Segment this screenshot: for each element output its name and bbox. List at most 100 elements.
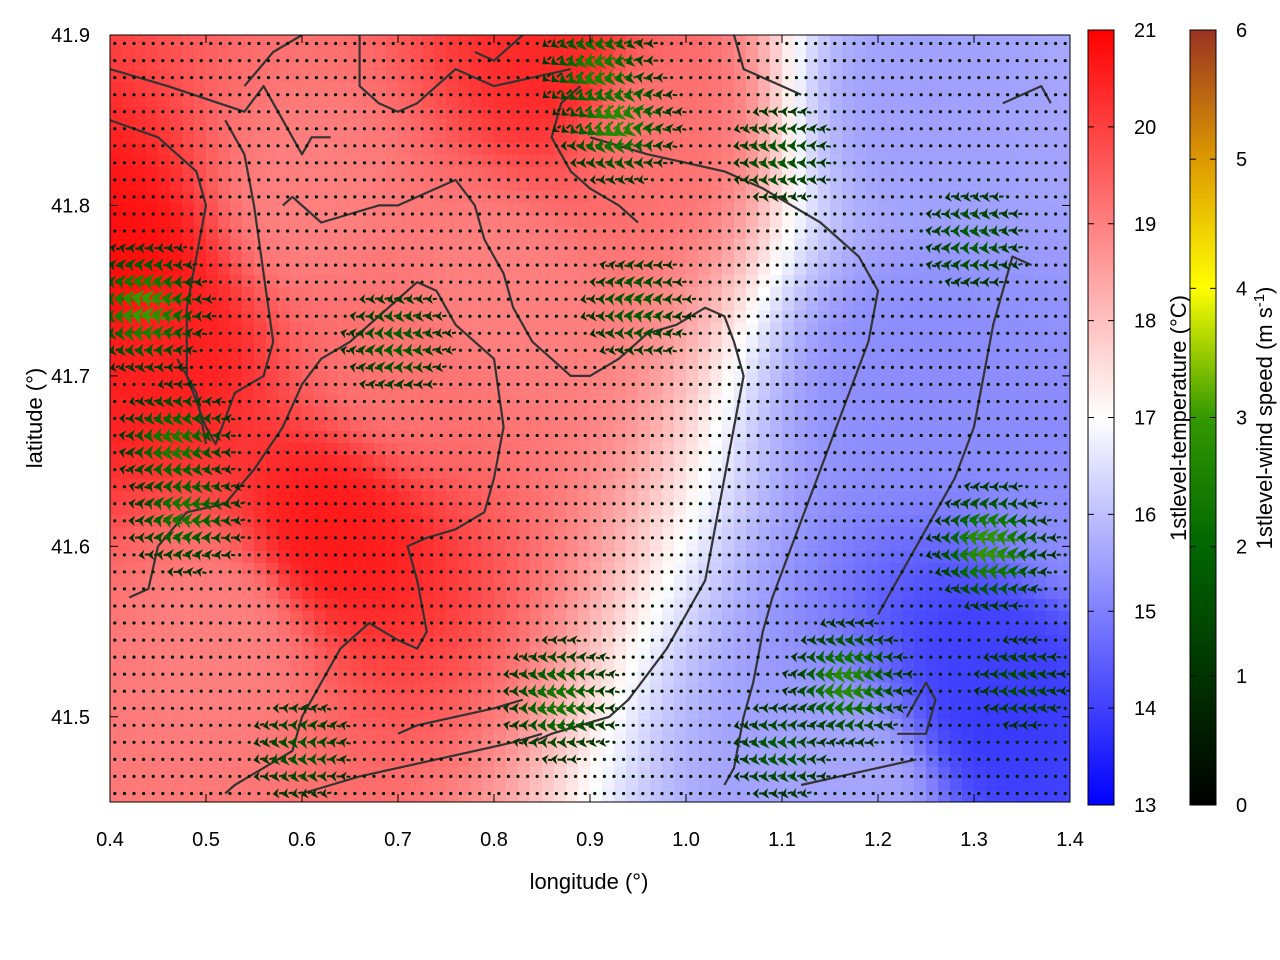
temperature-cell [122, 191, 135, 204]
temperature-cell [386, 683, 399, 696]
temperature-cell [1022, 143, 1035, 156]
temperature-cell [974, 335, 987, 348]
temperature-cell [746, 227, 759, 240]
temperature-cell [194, 623, 207, 636]
temperature-cell [1010, 287, 1023, 300]
temperature-cell [566, 251, 579, 264]
temperature-cell [710, 611, 723, 624]
temperature-cell [302, 539, 315, 552]
temperature-cell [158, 215, 171, 228]
temperature-cell [422, 575, 435, 588]
temperature-cell [242, 443, 255, 456]
temperature-cell [614, 215, 627, 228]
temperature-cell [242, 695, 255, 708]
temperature-cell [1046, 563, 1059, 576]
temperature-cell [254, 683, 267, 696]
temperature-cell [890, 419, 903, 432]
temperature-cell [902, 395, 915, 408]
temperature-cell [614, 395, 627, 408]
temperature-cell [434, 467, 447, 480]
temperature-cell [386, 263, 399, 276]
temperature-cell [674, 35, 687, 48]
temperature-cell [326, 395, 339, 408]
temperature-cell [554, 575, 567, 588]
temperature-cell [890, 743, 903, 756]
temperature-cell [662, 551, 675, 564]
temperature-cell [518, 755, 531, 768]
temperature-cell [422, 743, 435, 756]
temperature-cell [182, 47, 195, 60]
temperature-cell [278, 179, 291, 192]
temperature-cell [1046, 299, 1059, 312]
temperature-cell [1022, 455, 1035, 468]
temperature-cell [842, 71, 855, 84]
temperature-cell [1046, 131, 1059, 144]
temperature-cell [686, 503, 699, 516]
temperature-cell [1022, 767, 1035, 780]
temperature-cell [722, 47, 735, 60]
temperature-cell [686, 695, 699, 708]
temperature-cell [782, 227, 795, 240]
temperature-cell [770, 263, 783, 276]
temperature-cell [878, 431, 891, 444]
temperature-cell [1010, 143, 1023, 156]
temperature-cell [734, 695, 747, 708]
temperature-cell [530, 287, 543, 300]
temperature-cell [662, 767, 675, 780]
temperature-cell [386, 47, 399, 60]
temperature-cell [794, 131, 807, 144]
temperature-cell [530, 779, 543, 792]
temperature-cell [998, 359, 1011, 372]
temperature-cell [1058, 347, 1070, 360]
temperature-cell [566, 311, 579, 324]
temperature-cell [314, 251, 327, 264]
temperature-cell [770, 683, 783, 696]
temperature-cell [734, 683, 747, 696]
temperature-cell [602, 755, 615, 768]
temperature-cell [914, 335, 927, 348]
temperature-cell [302, 275, 315, 288]
temperature-cell [806, 371, 819, 384]
temperature-cell [518, 179, 531, 192]
temperature-cell [878, 215, 891, 228]
temperature-cell [446, 107, 459, 120]
temperature-cell [890, 299, 903, 312]
temperature-cell [446, 575, 459, 588]
temperature-cell [446, 563, 459, 576]
temperature-cell [530, 47, 543, 60]
temperature-cell [1046, 215, 1059, 228]
temperature-cell [530, 371, 543, 384]
temperature-cell [674, 131, 687, 144]
temperature-cell [794, 251, 807, 264]
temperature-cell [974, 155, 987, 168]
temperature-cell [398, 203, 411, 216]
temperature-cell [530, 623, 543, 636]
temperature-cell [986, 359, 999, 372]
temperature-cell [818, 563, 831, 576]
temperature-cell [134, 767, 147, 780]
temperature-cell [218, 683, 231, 696]
temperature-cell [626, 383, 639, 396]
temperature-cell [242, 131, 255, 144]
temperature-cell [494, 155, 507, 168]
temperature-cell [782, 335, 795, 348]
temperature-cell [1022, 239, 1035, 252]
temperature-cell [530, 155, 543, 168]
temperature-cell [506, 551, 519, 564]
temperature-cell [254, 47, 267, 60]
temperature-cell [998, 251, 1011, 264]
temperature-cell [1058, 755, 1070, 768]
temperature-cell [326, 539, 339, 552]
temperature-cell [350, 251, 363, 264]
temperature-cell [842, 575, 855, 588]
temperature-cell [686, 671, 699, 684]
temperature-cell [494, 575, 507, 588]
temperature-cell [722, 83, 735, 96]
temperature-cell [410, 167, 423, 180]
temperature-cell [734, 287, 747, 300]
temperature-cell [362, 299, 375, 312]
temperature-cell [722, 347, 735, 360]
temperature-cell [338, 263, 351, 276]
temperature-cell [578, 383, 591, 396]
temperature-cell [710, 407, 723, 420]
